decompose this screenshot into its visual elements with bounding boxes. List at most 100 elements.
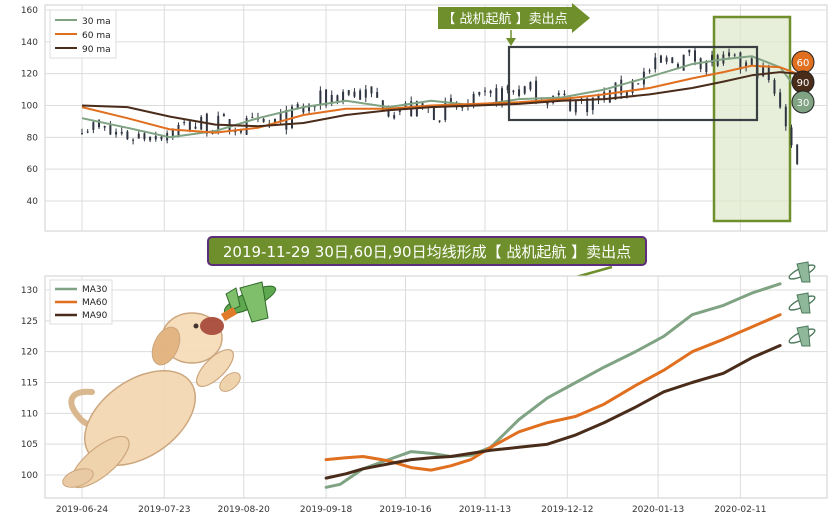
bottom-y-axis: 100 105 110 115 120 125 130	[21, 286, 38, 481]
legend-label-ma30: MA30	[82, 285, 108, 295]
dog-hind-paw	[62, 468, 94, 488]
candle-body	[120, 131, 123, 134]
candle-body	[796, 144, 799, 165]
candle-body	[364, 89, 367, 98]
candle-body	[279, 112, 282, 122]
top-series-line-60ma	[81, 64, 798, 134]
dog-open-mouth	[200, 317, 224, 335]
bottom-x-tick-label: 2019-07-23	[138, 505, 190, 515]
plane-nose-toy	[220, 307, 238, 321]
candle-body	[359, 90, 362, 100]
candle-body	[376, 92, 379, 98]
candle-body	[370, 86, 373, 94]
candle-body	[171, 130, 174, 136]
sell-point-arrow: 【 战机起航 】卖出点	[438, 3, 590, 46]
legend-label-90ma: 90 ma	[82, 45, 111, 55]
candle-body	[302, 106, 305, 113]
candle-body	[319, 90, 322, 106]
candle-body	[154, 136, 157, 140]
candle-body	[529, 81, 532, 90]
candle-body	[222, 114, 225, 117]
candle-body	[648, 70, 651, 72]
arrow-callout-label: 【 战机起航 】卖出点	[442, 11, 567, 27]
dog-eye	[193, 323, 199, 329]
top-y-tick-label: 60	[27, 165, 39, 175]
candle-body	[659, 55, 662, 63]
candle-body	[790, 127, 793, 146]
legend-label-ma90: MA90	[82, 311, 108, 321]
candle-body	[308, 104, 311, 111]
candle-body	[518, 89, 521, 96]
candle-body	[728, 52, 731, 57]
badge-30-label: 30	[797, 98, 810, 109]
dog-illustration	[62, 312, 241, 489]
candle-body	[273, 118, 276, 124]
candle-body	[614, 82, 617, 100]
bottom-x-tick-label: 2020-02-11	[714, 505, 766, 515]
candle-body	[665, 57, 668, 62]
bottom-y-tick-label: 110	[21, 409, 38, 419]
candle-body	[438, 120, 441, 122]
candle-body	[398, 109, 401, 112]
candle-body	[313, 106, 316, 108]
candle-body	[393, 115, 396, 119]
plane-icon-1-wing	[796, 261, 811, 283]
main-callout-box	[207, 236, 647, 266]
candle-body	[194, 126, 197, 129]
bottom-x-tick-label: 2019-12-12	[541, 505, 593, 515]
candle-body	[682, 54, 685, 71]
plane-tail	[225, 287, 241, 311]
bottom-x-tick-label: 2019-08-20	[218, 505, 271, 515]
candle-body	[671, 57, 674, 64]
candle-body	[739, 52, 742, 70]
candle-body	[512, 90, 515, 92]
candle-body	[342, 91, 345, 101]
main-callout-text: 2019-11-29 30日,60日,90日均线形成【 战机起航 】卖出点	[223, 243, 631, 261]
bottom-x-tick-label: 2019-10-16	[379, 505, 432, 515]
bottom-ma-lines	[324, 282, 782, 489]
candle-body	[637, 83, 640, 85]
candle-body	[711, 54, 714, 63]
candle-body	[535, 80, 538, 104]
candle-body	[149, 136, 152, 141]
top-y-tick-label: 80	[27, 133, 39, 143]
top-chart-panel: 40 60 80 100 120 140 160 【 战机起航 】卖出点 30 ma 60 …	[21, 3, 828, 232]
bottom-series-line-MA60	[324, 313, 782, 472]
ma-crossing-box	[507, 45, 759, 122]
plane-wing	[239, 281, 269, 323]
candle-body	[444, 101, 447, 121]
dog-front-leg	[196, 349, 234, 387]
top-legend: 30 ma 60 ma 90 ma	[49, 9, 117, 59]
candle-body	[523, 86, 526, 94]
candle-body	[495, 88, 498, 104]
top-y-tick-label: 160	[21, 6, 38, 16]
badge-30	[791, 90, 815, 114]
candle-body	[563, 93, 566, 95]
bottom-x-tick-label: 2020-01-13	[632, 505, 684, 515]
dog-ear	[151, 326, 181, 366]
candle-body	[608, 90, 611, 103]
bottom-chart-panel: 100 105 110 115 120 125 130 2019-06-24 2019-07-…	[21, 261, 828, 515]
candle-body	[115, 131, 118, 135]
candle-body	[86, 131, 89, 133]
candle-body	[262, 118, 265, 122]
plane-icon-3	[788, 325, 816, 347]
candle-body	[347, 90, 350, 95]
bottom-series-line-MA90	[324, 344, 782, 480]
bottom-legend: MA30 MA60 MA90	[49, 279, 113, 325]
bottom-y-tick-label: 100	[21, 471, 38, 481]
candle-body	[98, 120, 101, 128]
candle-body	[296, 104, 299, 109]
candle-body	[569, 97, 572, 111]
candle-body	[251, 117, 254, 119]
candle-body	[654, 57, 657, 70]
candle-body	[745, 62, 748, 68]
top-plot-area	[44, 4, 828, 232]
plane-icon-2	[788, 292, 816, 314]
badge-60-label: 60	[797, 58, 810, 69]
candle-body	[103, 125, 106, 128]
plane-icon-3-wing	[796, 325, 811, 347]
badge-90-label: 90	[797, 78, 810, 89]
